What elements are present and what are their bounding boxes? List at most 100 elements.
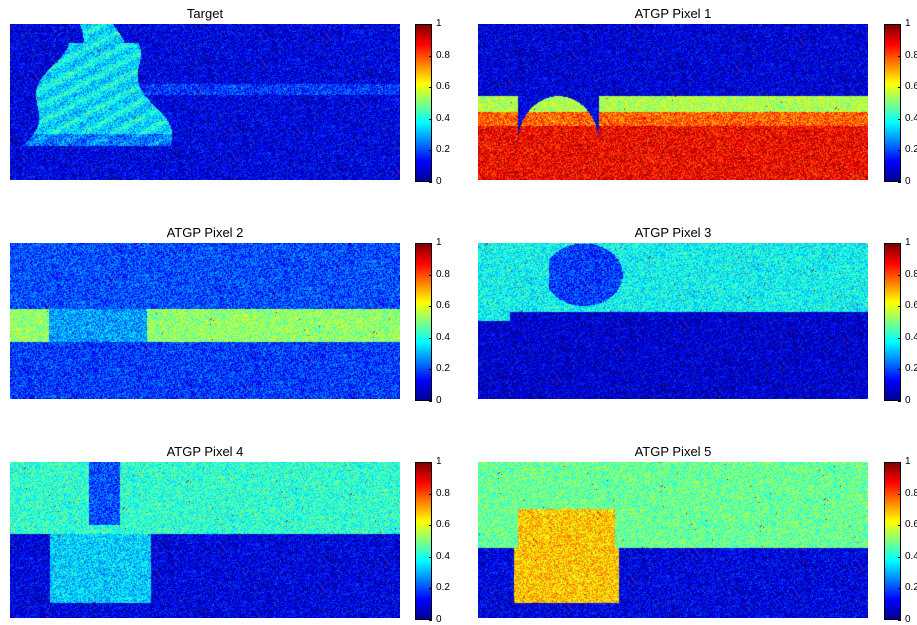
colorbar-tick-mark bbox=[429, 525, 432, 526]
colorbar-tick-mark bbox=[898, 494, 901, 495]
colorbar-tick-label: 0 bbox=[436, 614, 442, 625]
colorbar-tick-label: 0.6 bbox=[905, 300, 917, 311]
colorbar-tick-label: 0.8 bbox=[905, 50, 917, 61]
colorbar-tick-label: 0.4 bbox=[905, 551, 917, 562]
heatmap-panel: ATGP Pixel 4 bbox=[10, 444, 400, 618]
colorbar-tick-mark bbox=[429, 56, 432, 57]
colorbar-tick-label: 0.2 bbox=[905, 144, 917, 155]
colorbar bbox=[415, 24, 432, 182]
colorbar-tick-label: 1 bbox=[436, 456, 442, 467]
colorbar-tick-mark bbox=[429, 401, 432, 402]
colorbar-tick-label: 0 bbox=[905, 176, 911, 187]
colorbar-tick-mark bbox=[898, 338, 901, 339]
colorbar-tick-label: 0.4 bbox=[436, 551, 450, 562]
colorbar-tick-mark bbox=[429, 119, 432, 120]
colorbar bbox=[884, 462, 901, 620]
heatmap-panel: ATGP Pixel 1 bbox=[478, 6, 868, 180]
colorbar bbox=[415, 462, 432, 620]
colorbar-tick-label: 0.2 bbox=[436, 363, 450, 374]
heatmap-panel: ATGP Pixel 2 bbox=[10, 225, 400, 399]
colorbar-tick-mark bbox=[429, 182, 432, 183]
colorbar-tick-mark bbox=[898, 56, 901, 57]
colorbar-tick-label: 0.4 bbox=[436, 332, 450, 343]
colorbar-tick-mark bbox=[898, 401, 901, 402]
colorbar-tick-label: 1 bbox=[905, 456, 911, 467]
panel-title: ATGP Pixel 1 bbox=[634, 6, 712, 21]
colorbar-tick-mark bbox=[898, 87, 901, 88]
colorbar-tick-mark bbox=[429, 275, 432, 276]
panel-title: Target bbox=[186, 6, 224, 21]
colorbar-tick-mark bbox=[429, 150, 432, 151]
heatmap-image bbox=[478, 24, 868, 180]
colorbar-gradient bbox=[884, 462, 901, 620]
colorbar-tick-mark bbox=[898, 588, 901, 589]
panel-title: ATGP Pixel 5 bbox=[634, 444, 712, 459]
heatmap-image bbox=[10, 24, 400, 180]
colorbar-tick-mark bbox=[429, 557, 432, 558]
colorbar-tick-mark bbox=[429, 338, 432, 339]
colorbar-tick-mark bbox=[898, 306, 901, 307]
colorbar-tick-label: 0.6 bbox=[905, 519, 917, 530]
heatmap-image bbox=[10, 462, 400, 618]
colorbar-tick-mark bbox=[429, 87, 432, 88]
colorbar-tick-label: 0 bbox=[905, 614, 911, 625]
heatmap-image bbox=[478, 243, 868, 399]
panel-title: ATGP Pixel 4 bbox=[166, 444, 244, 459]
colorbar-tick-mark bbox=[898, 462, 901, 463]
colorbar-gradient bbox=[884, 243, 901, 401]
colorbar-tick-mark bbox=[429, 620, 432, 621]
colorbar-tick-label: 0.8 bbox=[436, 488, 450, 499]
colorbar-tick-mark bbox=[898, 182, 901, 183]
colorbar-tick-mark bbox=[429, 306, 432, 307]
colorbar-tick-mark bbox=[429, 462, 432, 463]
colorbar-tick-label: 0 bbox=[905, 395, 911, 406]
colorbar-tick-label: 0.6 bbox=[905, 81, 917, 92]
colorbar-tick-label: 1 bbox=[905, 237, 911, 248]
colorbar-tick-label: 0.8 bbox=[905, 269, 917, 280]
heatmap-panel: ATGP Pixel 3 bbox=[478, 225, 868, 399]
colorbar-tick-label: 1 bbox=[905, 18, 911, 29]
heatmap-panel: ATGP Pixel 5 bbox=[478, 444, 868, 618]
colorbar-tick-mark bbox=[898, 243, 901, 244]
colorbar-tick-mark bbox=[898, 557, 901, 558]
colorbar-tick-label: 1 bbox=[436, 237, 442, 248]
colorbar bbox=[884, 243, 901, 401]
heatmap-panel: Target bbox=[10, 6, 400, 180]
colorbar-tick-label: 1 bbox=[436, 18, 442, 29]
panel-title: ATGP Pixel 3 bbox=[634, 225, 712, 240]
colorbar-gradient bbox=[415, 243, 432, 401]
panel-title: ATGP Pixel 2 bbox=[166, 225, 244, 240]
colorbar-tick-mark bbox=[898, 275, 901, 276]
colorbar-tick-label: 0.4 bbox=[905, 332, 917, 343]
colorbar-tick-mark bbox=[429, 588, 432, 589]
colorbar bbox=[884, 24, 901, 182]
colorbar-tick-mark bbox=[429, 243, 432, 244]
heatmap-image bbox=[10, 243, 400, 399]
colorbar-tick-mark bbox=[898, 369, 901, 370]
colorbar-gradient bbox=[415, 24, 432, 182]
colorbar-tick-mark bbox=[429, 369, 432, 370]
colorbar-tick-label: 0.6 bbox=[436, 81, 450, 92]
colorbar-tick-label: 0.8 bbox=[436, 50, 450, 61]
heatmap-image bbox=[478, 462, 868, 618]
colorbar-tick-label: 0.8 bbox=[436, 269, 450, 280]
colorbar-tick-label: 0.6 bbox=[436, 519, 450, 530]
colorbar-tick-label: 0 bbox=[436, 176, 442, 187]
colorbar-tick-label: 0.2 bbox=[436, 144, 450, 155]
colorbar-tick-mark bbox=[898, 525, 901, 526]
colorbar-gradient bbox=[415, 462, 432, 620]
colorbar-tick-label: 0.4 bbox=[436, 113, 450, 124]
colorbar-tick-label: 0.2 bbox=[905, 582, 917, 593]
colorbar-tick-label: 0.8 bbox=[905, 488, 917, 499]
colorbar-tick-mark bbox=[429, 24, 432, 25]
colorbar-tick-label: 0.2 bbox=[436, 582, 450, 593]
colorbar-tick-mark bbox=[898, 150, 901, 151]
colorbar-gradient bbox=[884, 24, 901, 182]
colorbar-tick-label: 0.4 bbox=[905, 113, 917, 124]
colorbar-tick-label: 0.6 bbox=[436, 300, 450, 311]
colorbar-tick-label: 0 bbox=[436, 395, 442, 406]
colorbar-tick-label: 0.2 bbox=[905, 363, 917, 374]
colorbar-tick-mark bbox=[898, 620, 901, 621]
colorbar-tick-mark bbox=[898, 24, 901, 25]
colorbar bbox=[415, 243, 432, 401]
